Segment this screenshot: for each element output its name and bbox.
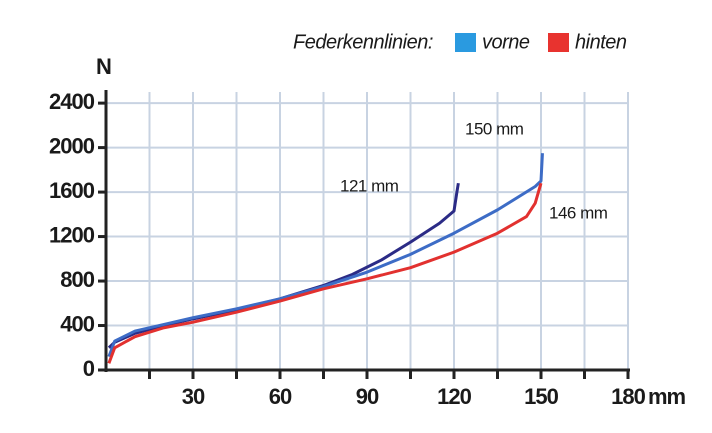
x-tick-label: 180 [611, 384, 645, 409]
legend-label: vorne [482, 31, 530, 53]
x-tick-label: 30 [182, 384, 205, 409]
series-label: 146 mm [549, 203, 608, 222]
legend-title: Federkennlinien: [293, 31, 433, 53]
series-label: 150 mm [465, 119, 524, 138]
series-label: 121 mm [340, 176, 399, 195]
y-tick-label: 1600 [49, 178, 95, 203]
series-line [107, 182, 543, 364]
x-tick-label: 60 [269, 384, 292, 409]
y-tick-label: 0 [83, 356, 95, 381]
legend-label: hinten [575, 31, 627, 53]
x-tick-label: 120 [437, 384, 471, 409]
y-tick-label: 2400 [49, 89, 95, 114]
x-tick-label: 90 [356, 384, 379, 409]
legend-swatch [548, 33, 569, 52]
x-tick-label: 150 [524, 384, 558, 409]
y-tick-label: 2000 [49, 133, 95, 158]
series-line [107, 153, 544, 358]
y-tick-label: 800 [60, 267, 94, 292]
y-tick-label: 1200 [49, 222, 95, 247]
y-axis-label: N [96, 54, 111, 79]
legend-swatch [455, 33, 476, 52]
x-axis-label: mm [648, 384, 686, 409]
y-tick-label: 400 [60, 311, 94, 336]
series-line [107, 182, 460, 349]
